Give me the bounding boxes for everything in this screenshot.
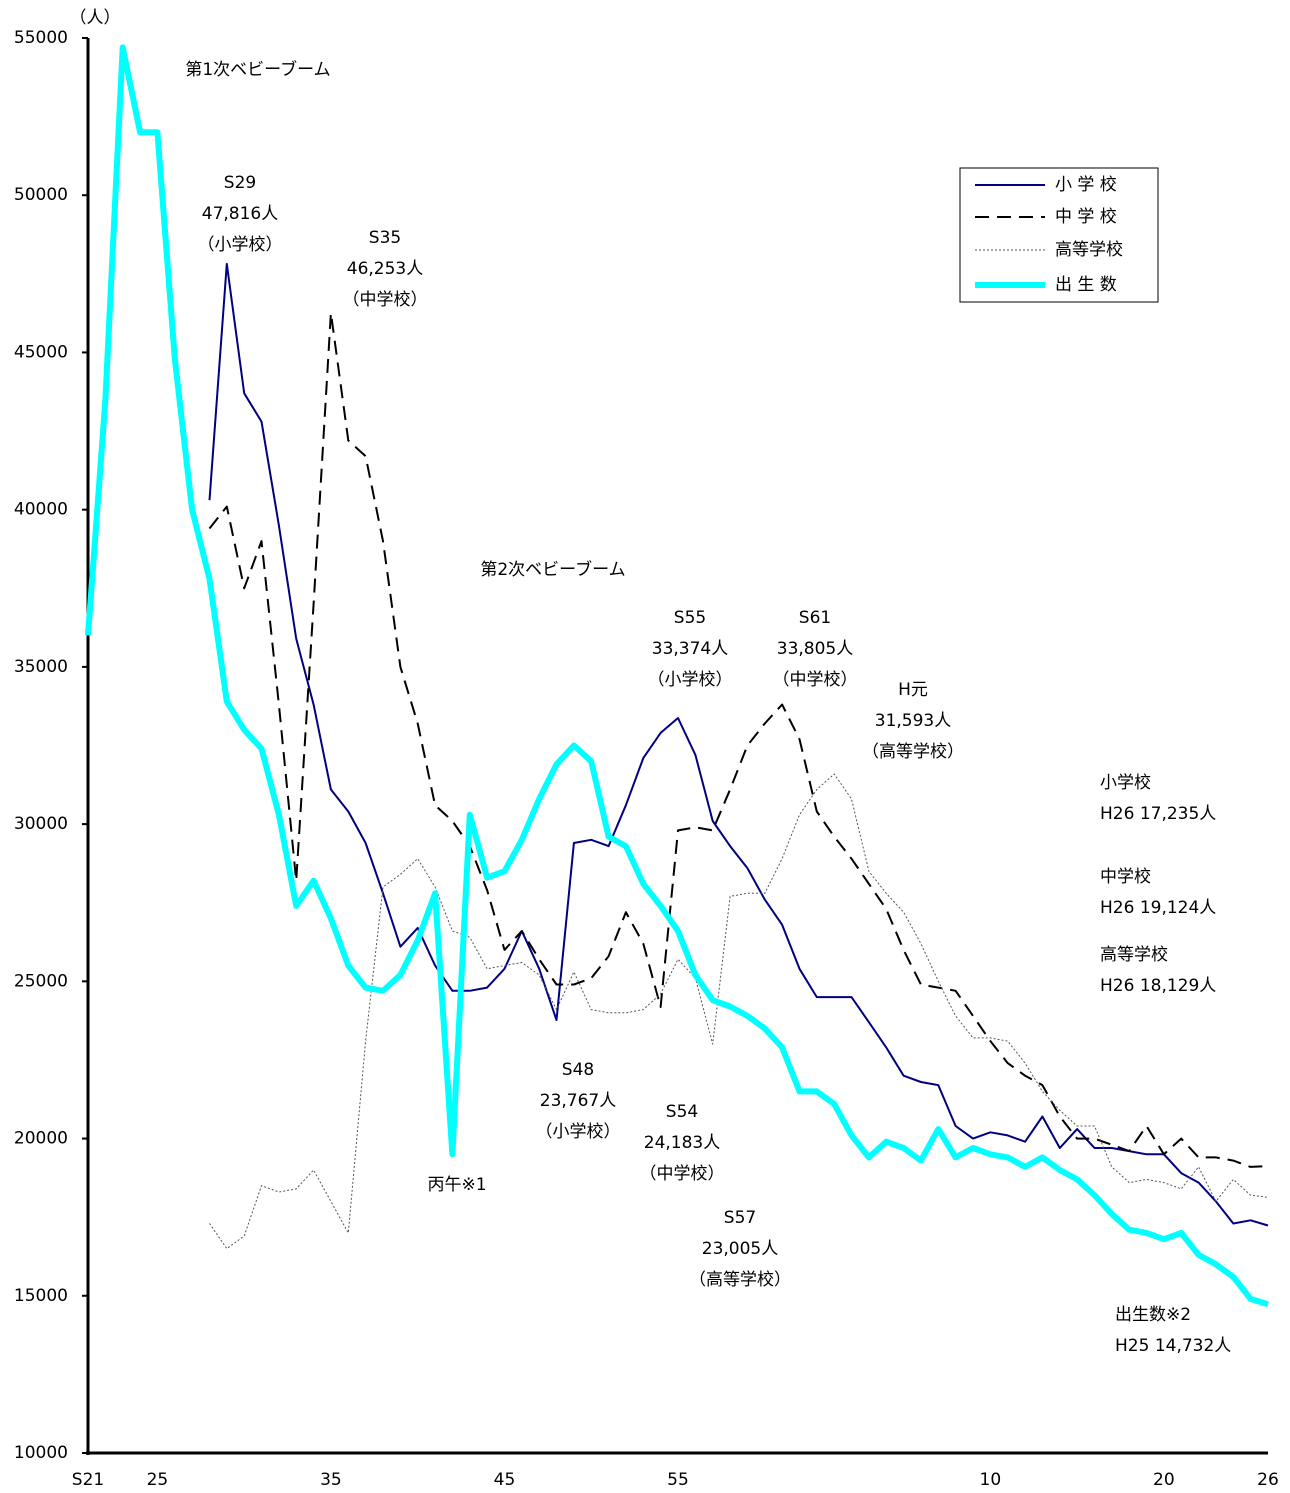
annotation: 33,374人 [652, 639, 728, 659]
legend-label: 中 学 校 [1055, 207, 1117, 227]
annotation: S35 [369, 228, 401, 248]
annotation: （中学校） [343, 290, 428, 310]
legend-label: 高等学校 [1055, 240, 1123, 260]
x-tick-label: 10 [980, 1470, 1002, 1490]
y-tick-label: 10000 [14, 1443, 68, 1463]
annotation: H元 [898, 680, 928, 700]
x-tick-label: 55 [667, 1470, 689, 1490]
annotation: S55 [674, 608, 706, 628]
series-line [208, 312, 1269, 1168]
annotation: S57 [724, 1208, 756, 1228]
x-tick-label: S21 [72, 1470, 104, 1490]
legend-label: 小 学 校 [1055, 175, 1117, 195]
annotation: S54 [666, 1102, 698, 1122]
annotation: 第2次ベビーブーム [480, 559, 625, 580]
x-tick-label: 35 [320, 1470, 342, 1490]
annotation: 第1次ベビーブーム [185, 59, 330, 80]
annotation: 小学校 [1100, 773, 1151, 793]
y-tick-label: 50000 [14, 185, 68, 205]
annotation: 24,183人 [644, 1133, 720, 1153]
annotation: 丙午※1 [427, 1175, 486, 1195]
annotation: （小学校） [648, 670, 733, 690]
annotation: 23,767人 [540, 1091, 616, 1111]
y-tick-label: 15000 [14, 1286, 68, 1306]
x-tick-label: 25 [147, 1470, 169, 1490]
annotation: 23,005人 [702, 1239, 778, 1259]
annotation: 出生数※2 [1115, 1305, 1191, 1325]
annotation: 高等学校 [1100, 945, 1168, 965]
legend-label: 出 生 数 [1055, 275, 1117, 295]
y-tick-label: 35000 [14, 657, 68, 677]
annotation: H26 18,129人 [1100, 976, 1216, 996]
y-tick-label: 25000 [14, 971, 68, 991]
annotation: 47,816人 [202, 204, 278, 224]
legend-box [959, 167, 1159, 303]
annotation: 33,805人 [777, 639, 853, 659]
x-tick-label: 20 [1153, 1470, 1175, 1490]
annotation: H26 19,124人 [1100, 898, 1216, 918]
annotation: （中学校） [640, 1164, 725, 1184]
y-tick-label: 20000 [14, 1129, 68, 1149]
y-tick-label: 40000 [14, 500, 68, 520]
annotation: （小学校） [198, 235, 283, 255]
annotation: （小学校） [536, 1122, 621, 1142]
unit-label: （人） [70, 8, 121, 28]
annotation: H26 17,235人 [1100, 804, 1216, 824]
annotation: 46,253人 [347, 259, 423, 279]
annotation: 31,593人 [875, 711, 951, 731]
y-tick-label: 55000 [14, 28, 68, 48]
annotation: S48 [562, 1060, 594, 1080]
annotation: S61 [799, 608, 831, 628]
annotation: （高等学校） [862, 742, 964, 762]
x-tick-label: 45 [494, 1470, 516, 1490]
x-tick-label: 26 [1257, 1470, 1279, 1490]
series-line [85, 44, 1269, 1308]
annotation: （高等学校） [689, 1270, 791, 1290]
annotation: H25 14,732人 [1115, 1336, 1231, 1356]
series-line [208, 262, 1269, 1227]
annotation: （中学校） [773, 670, 858, 690]
y-tick-label: 45000 [14, 342, 68, 362]
y-tick-label: 30000 [14, 814, 68, 834]
annotation: S29 [224, 173, 256, 193]
annotation: 中学校 [1100, 867, 1151, 887]
